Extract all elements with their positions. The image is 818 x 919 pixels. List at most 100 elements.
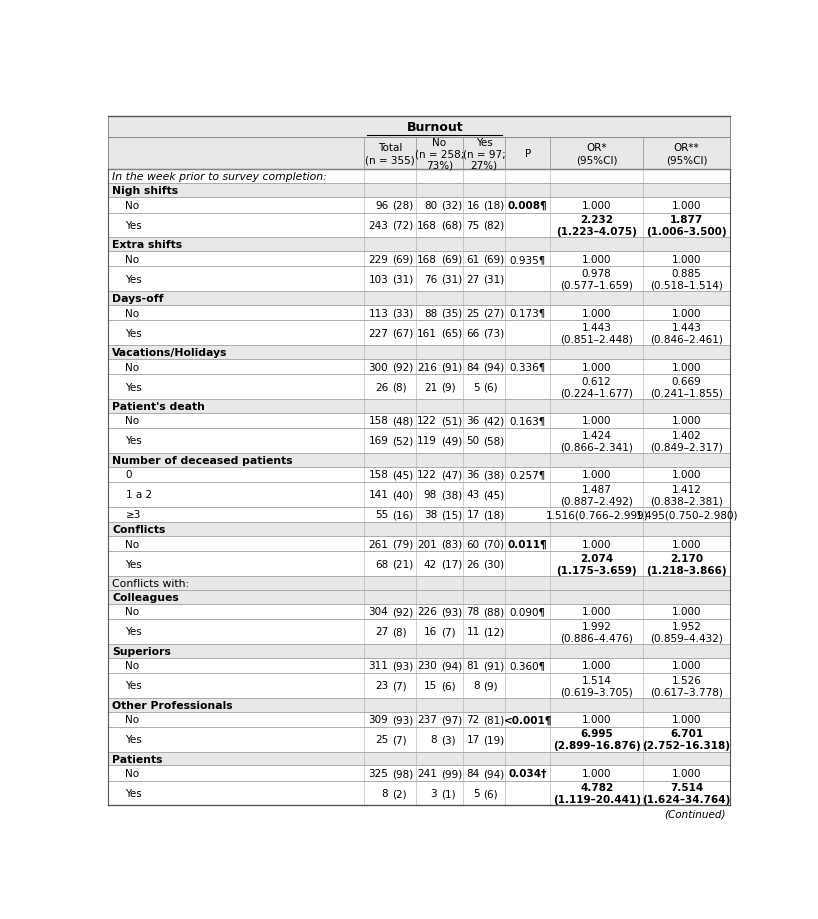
Text: 113: 113 (368, 309, 389, 318)
Text: 158: 158 (368, 416, 389, 426)
Text: 1.495(0.750–2.980): 1.495(0.750–2.980) (636, 510, 738, 520)
Text: No: No (125, 768, 140, 778)
Text: 60: 60 (466, 539, 479, 549)
Text: 119: 119 (417, 436, 437, 446)
Bar (109, 346, 730, 359)
Text: Days-off: Days-off (112, 294, 164, 303)
Bar (109, 711, 730, 727)
Text: 0.034†: 0.034† (509, 768, 547, 778)
Text: 237: 237 (417, 714, 437, 724)
Text: 1.000: 1.000 (582, 714, 611, 724)
Text: 7.514
(1.624–34.764): 7.514 (1.624–34.764) (642, 782, 730, 804)
Text: (49): (49) (441, 436, 462, 446)
Text: 161: 161 (417, 328, 437, 338)
Text: (72): (72) (392, 221, 413, 231)
Bar (109, 576, 730, 590)
Text: 1.000: 1.000 (582, 470, 611, 480)
Text: 309: 309 (368, 714, 389, 724)
Text: (31): (31) (483, 275, 505, 285)
Text: Other Professionals: Other Professionals (112, 700, 233, 709)
Text: (1): (1) (441, 789, 456, 799)
Text: Yes: Yes (125, 275, 142, 285)
Text: (31): (31) (392, 275, 413, 285)
Text: 168: 168 (417, 255, 437, 265)
Text: 43: 43 (466, 490, 479, 500)
Text: (3): (3) (441, 734, 456, 744)
Text: (92): (92) (392, 607, 413, 617)
Text: (48): (48) (392, 416, 413, 426)
Text: 0.935¶: 0.935¶ (510, 255, 546, 265)
Text: (7): (7) (392, 734, 407, 744)
Text: 0.669
(0.241–1.855): 0.669 (0.241–1.855) (650, 377, 723, 398)
Bar (109, 604, 730, 619)
Bar (109, 752, 730, 766)
Text: (93): (93) (392, 661, 413, 671)
Text: 84: 84 (466, 768, 479, 778)
Text: 1.402
(0.849–2.317): 1.402 (0.849–2.317) (650, 430, 723, 452)
Text: 1.443
(0.851–2.448): 1.443 (0.851–2.448) (560, 323, 633, 344)
Text: 1.000: 1.000 (672, 607, 701, 617)
Bar (109, 428, 730, 453)
Text: 1 a 2: 1 a 2 (125, 490, 151, 500)
Text: 2.170
(1.218–3.866): 2.170 (1.218–3.866) (646, 553, 727, 575)
Text: 98: 98 (424, 490, 437, 500)
Text: 1.000: 1.000 (672, 362, 701, 372)
Bar (109, 537, 730, 551)
Text: No: No (125, 714, 140, 724)
Text: 1.000: 1.000 (672, 309, 701, 318)
Text: (30): (30) (483, 559, 505, 569)
Text: (21): (21) (392, 559, 413, 569)
Text: Conflicts with:: Conflicts with: (112, 578, 190, 588)
Text: 55: 55 (375, 510, 389, 520)
Text: 1.000: 1.000 (582, 362, 611, 372)
Bar (109, 184, 730, 198)
Text: 25: 25 (466, 309, 479, 318)
Text: 1.000: 1.000 (582, 661, 611, 671)
Bar (109, 453, 730, 467)
Text: 311: 311 (368, 661, 389, 671)
Text: 1.514
(0.619–3.705): 1.514 (0.619–3.705) (560, 675, 633, 697)
Text: Patients: Patients (112, 754, 163, 764)
Text: Nigh shifts: Nigh shifts (112, 186, 178, 196)
Text: (42): (42) (483, 416, 505, 426)
Text: Total
(n = 355): Total (n = 355) (366, 143, 415, 165)
Text: 15: 15 (424, 681, 437, 690)
Text: Colleagues: Colleagues (112, 592, 179, 602)
Text: 229: 229 (368, 255, 389, 265)
Text: 6.701
(2.752–16.318): 6.701 (2.752–16.318) (643, 729, 730, 750)
Text: 169: 169 (368, 436, 389, 446)
Text: (81): (81) (483, 714, 505, 724)
Text: (93): (93) (441, 607, 462, 617)
Text: 11: 11 (466, 627, 479, 637)
Bar (109, 467, 730, 482)
Text: (9): (9) (483, 681, 498, 690)
Text: 8: 8 (382, 789, 389, 799)
Text: (94): (94) (441, 661, 462, 671)
Text: (40): (40) (392, 490, 413, 500)
Text: Yes: Yes (125, 734, 142, 744)
Text: 75: 75 (466, 221, 479, 231)
Text: 27: 27 (375, 627, 389, 637)
Bar (109, 766, 730, 781)
Text: (58): (58) (483, 436, 505, 446)
Text: 0.336¶: 0.336¶ (510, 362, 546, 372)
Text: 80: 80 (424, 200, 437, 210)
Text: 0.257¶: 0.257¶ (510, 470, 546, 480)
Text: 26: 26 (466, 559, 479, 569)
Text: 8: 8 (473, 681, 479, 690)
Text: (Continued): (Continued) (664, 809, 726, 818)
Text: <0.001¶: <0.001¶ (504, 714, 552, 724)
Text: 6.995
(2.899–16.876): 6.995 (2.899–16.876) (553, 729, 640, 750)
Text: Patient's death: Patient's death (112, 402, 205, 412)
Bar (109, 375, 730, 400)
Text: (6): (6) (483, 789, 498, 799)
Text: (92): (92) (392, 362, 413, 372)
Text: 17: 17 (466, 510, 479, 520)
Bar (109, 321, 730, 346)
Text: 23: 23 (375, 681, 389, 690)
Text: 66: 66 (466, 328, 479, 338)
Text: 325: 325 (368, 768, 389, 778)
Text: (32): (32) (441, 200, 462, 210)
Text: 1.000: 1.000 (672, 255, 701, 265)
Text: 1.000: 1.000 (672, 661, 701, 671)
